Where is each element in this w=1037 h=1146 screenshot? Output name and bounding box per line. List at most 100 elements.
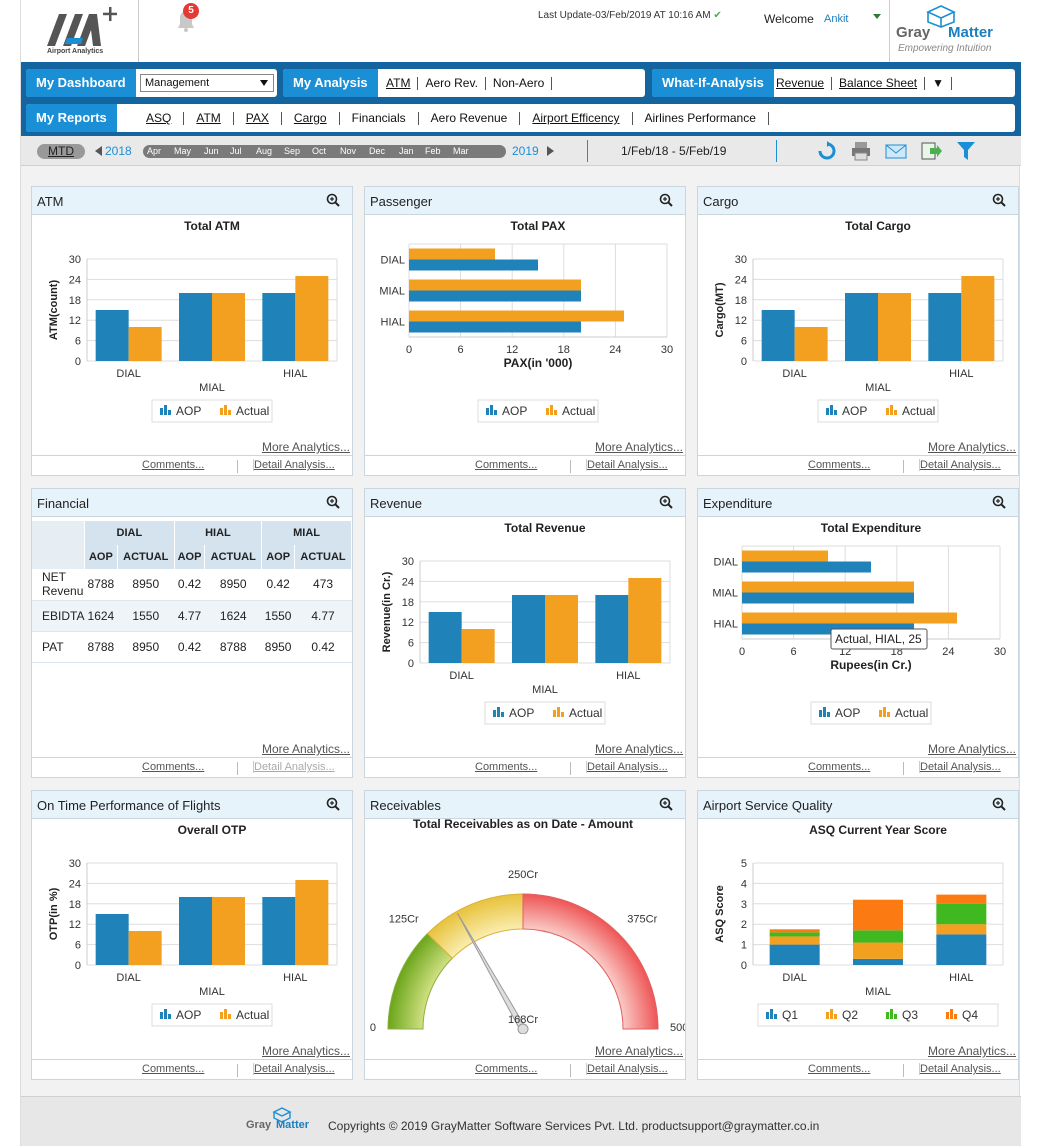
asq-stacked-bar-chart: ASQ Current Year Score 0 1 2 3 4 5 ASQ Score DIA… — [714, 823, 1004, 1027]
atm-bar-chart: Total ATM 0 6 12 18 24 30 ATM(count) DIAL MIAL HIA… — [48, 219, 338, 423]
y-tick-label: 12 — [69, 919, 81, 931]
zoom-icon[interactable] — [992, 797, 1006, 811]
detail-analysis-link[interactable]: Detail Analysis... — [586, 459, 668, 471]
zoom-icon[interactable] — [326, 193, 340, 207]
report-link-airport-efficency[interactable]: Airport Efficency — [520, 112, 633, 125]
legend-box — [477, 399, 599, 423]
detail-analysis-link[interactable]: Detail Analysis... — [919, 459, 1001, 471]
my-reports-button[interactable]: My Reports — [26, 104, 117, 132]
month-label: Oct — [312, 146, 327, 156]
what-if-link-balance-sheet[interactable]: Balance Sheet — [832, 77, 926, 90]
zoom-icon[interactable] — [659, 495, 673, 509]
report-link-atm[interactable]: ATM — [184, 112, 234, 125]
more-analytics-link[interactable]: More Analytics... — [927, 742, 1016, 756]
next-year-arrow-icon[interactable] — [547, 146, 554, 156]
comments-link[interactable]: Comments... — [808, 459, 871, 471]
report-link-financials[interactable]: Financials — [340, 112, 419, 125]
comments-link[interactable]: Comments... — [475, 1063, 538, 1075]
column-header: AOP — [174, 545, 206, 569]
year-to[interactable]: 2019 — [512, 144, 539, 158]
what-if-analysis-button[interactable]: What-If-Analysis — [652, 69, 774, 97]
user-menu-caret-icon[interactable] — [873, 14, 881, 19]
detail-analysis-link[interactable]: Detail Analysis... — [253, 761, 335, 773]
detail-analysis-link[interactable]: Detail Analysis... — [586, 761, 668, 773]
brand-matter-text: Matter — [948, 24, 994, 41]
comments-link[interactable]: Comments... — [142, 1063, 205, 1075]
comments-link[interactable]: Comments... — [142, 761, 205, 773]
x-tick-label: HIAL — [616, 670, 640, 682]
panel-footer: Comments... Detail Analysis... — [698, 455, 1018, 476]
detail-analysis-link[interactable]: Detail Analysis... — [586, 1063, 668, 1075]
bar — [936, 903, 987, 925]
more-analytics-link[interactable]: More Analytics... — [261, 1044, 350, 1058]
comments-link[interactable]: Comments... — [475, 459, 538, 471]
zoom-icon[interactable] — [992, 495, 1006, 509]
report-link-aero-revenue[interactable]: Aero Revenue — [419, 112, 521, 125]
filter-icon[interactable] — [955, 141, 977, 161]
report-link-airlines-performance[interactable]: Airlines Performance — [633, 112, 769, 125]
x-tick-label: 18 — [558, 344, 570, 356]
comments-link[interactable]: Comments... — [142, 459, 205, 471]
refresh-icon[interactable] — [816, 141, 838, 161]
zoom-icon[interactable] — [326, 495, 340, 509]
brand-gray-text: Gray — [896, 24, 931, 41]
legend-label: AOP — [176, 404, 201, 418]
zoom-icon[interactable] — [659, 797, 673, 811]
report-link-pax[interactable]: PAX — [234, 112, 282, 125]
detail-analysis-link[interactable]: Detail Analysis... — [919, 761, 1001, 773]
more-analytics-link[interactable]: More Analytics... — [261, 440, 350, 454]
email-icon[interactable] — [885, 141, 907, 161]
y-axis-label: OTP(in %) — [48, 887, 60, 940]
month-slider[interactable]: Apr May Jun Jul Aug Sep Oct Nov Dec Jan … — [143, 145, 506, 158]
detail-analysis-link[interactable]: Detail Analysis... — [253, 1063, 335, 1075]
export-icon[interactable] — [920, 141, 942, 161]
comments-link[interactable]: Comments... — [475, 761, 538, 773]
more-analytics-link[interactable]: More Analytics... — [594, 440, 683, 454]
divider — [903, 1064, 904, 1077]
legend-swatch — [826, 408, 829, 415]
app-logo[interactable]: Airport Analytics — [21, 0, 139, 62]
x-axis-label: Rupees(in Cr.) — [830, 658, 911, 672]
analysis-group: My Analysis ATM Aero Rev. Non-Aero — [283, 69, 645, 97]
legend-swatch — [879, 710, 882, 717]
dashboard-select[interactable]: Management — [140, 74, 274, 92]
analysis-link-atm[interactable]: ATM — [379, 77, 419, 90]
mtd-button[interactable]: MTD — [37, 144, 85, 159]
atm-panel: ATM Total ATM 0 6 12 18 24 30 ATM(count) DIAL MIA… — [31, 186, 353, 476]
legend-swatch — [894, 410, 897, 415]
bar — [128, 327, 162, 361]
what-if-link-revenue[interactable]: Revenue — [769, 77, 833, 90]
prev-year-arrow-icon[interactable] — [95, 146, 102, 156]
print-icon[interactable] — [850, 141, 872, 161]
report-link-cargo[interactable]: Cargo — [282, 112, 340, 125]
y-tick-label: 12 — [735, 315, 747, 327]
zoom-icon[interactable] — [326, 797, 340, 811]
bar — [95, 914, 129, 965]
y-tick-label: 12 — [402, 617, 414, 629]
y-tick-label: 24 — [69, 878, 81, 890]
year-from[interactable]: 2018 — [105, 144, 132, 158]
zoom-icon[interactable] — [992, 193, 1006, 207]
comments-link[interactable]: Comments... — [808, 1063, 871, 1075]
legend-swatch — [168, 1014, 171, 1019]
comments-link[interactable]: Comments... — [808, 761, 871, 773]
legend-swatch — [220, 408, 223, 415]
user-name-link[interactable]: Ankit — [824, 13, 849, 25]
bar — [961, 276, 995, 361]
zoom-icon[interactable] — [659, 193, 673, 207]
more-analytics-link[interactable]: More Analytics... — [927, 1044, 1016, 1058]
bar — [936, 894, 987, 904]
report-link-asq[interactable]: ASQ — [134, 112, 185, 125]
more-analytics-link[interactable]: More Analytics... — [594, 1044, 683, 1058]
what-if-dropdown-icon[interactable]: ▼ — [925, 77, 952, 90]
legend-box — [151, 399, 273, 423]
analysis-link-non-aero[interactable]: Non-Aero — [486, 77, 553, 90]
my-dashboard-button[interactable]: My Dashboard — [26, 69, 136, 97]
my-analysis-button[interactable]: My Analysis — [283, 69, 378, 97]
analysis-link-aero-rev[interactable]: Aero Rev. — [418, 77, 486, 90]
more-analytics-link[interactable]: More Analytics... — [594, 742, 683, 756]
more-analytics-link[interactable]: More Analytics... — [927, 440, 1016, 454]
detail-analysis-link[interactable]: Detail Analysis... — [919, 1063, 1001, 1075]
detail-analysis-link[interactable]: Detail Analysis... — [253, 459, 335, 471]
more-analytics-link[interactable]: More Analytics... — [261, 742, 350, 756]
